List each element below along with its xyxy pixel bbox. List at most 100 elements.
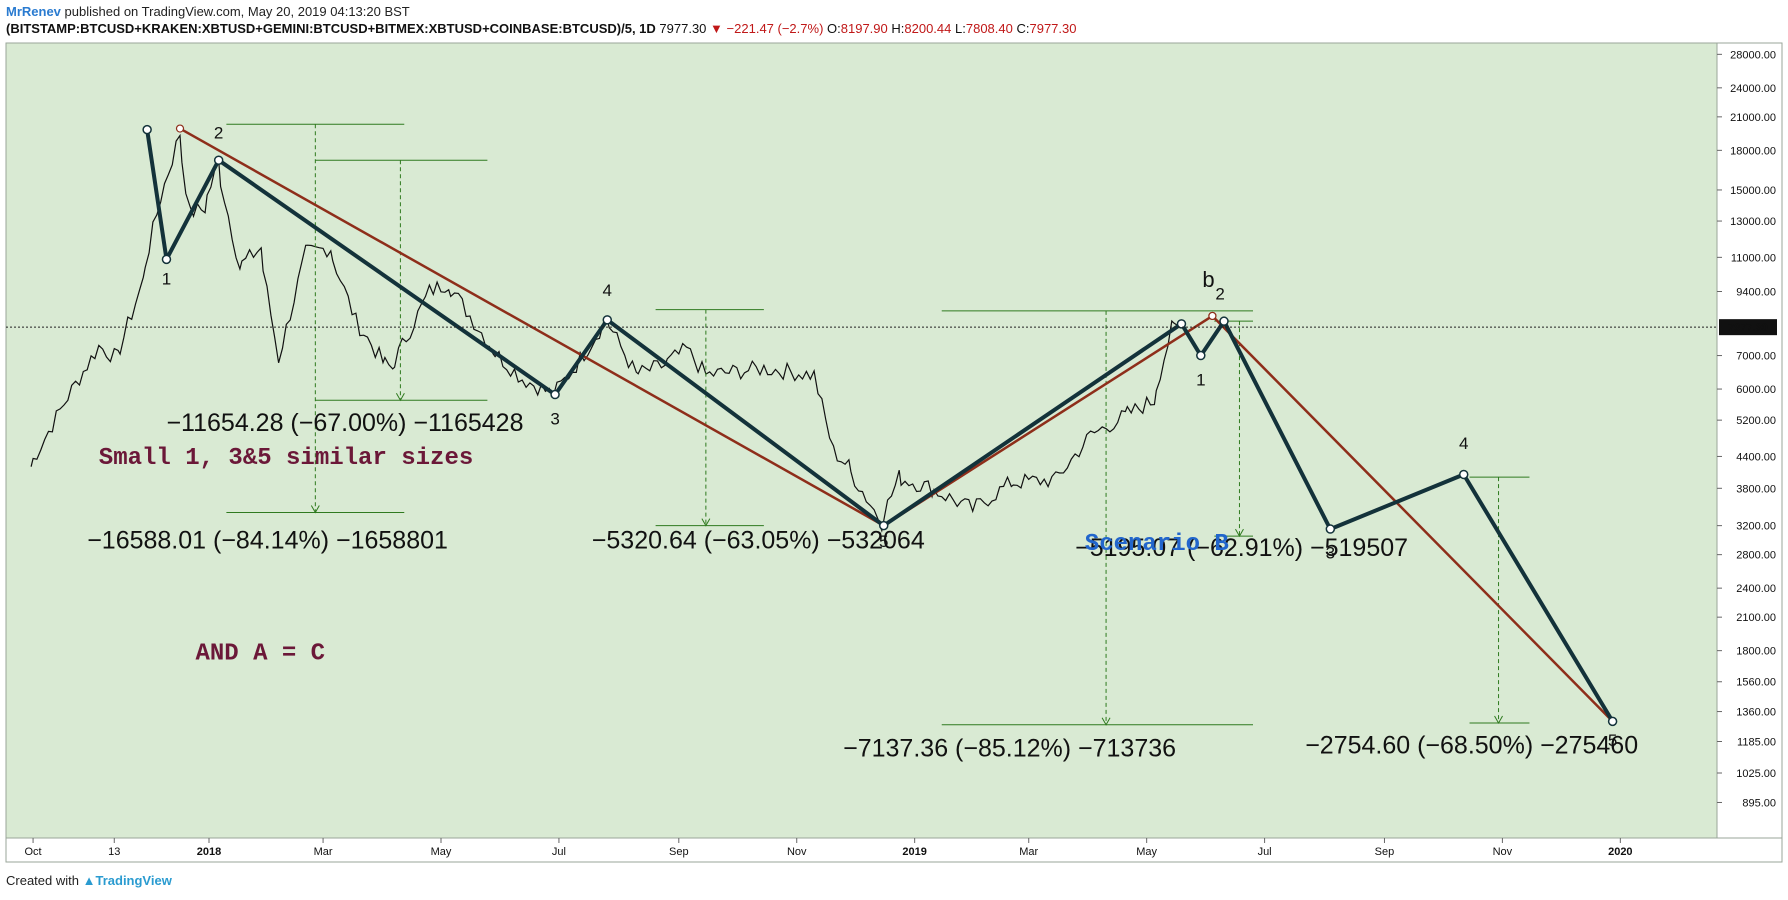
note-text: Small 1, 3&5 similar sizes [99, 445, 473, 472]
wave-number-label: 1 [1196, 370, 1205, 389]
price-axis: 895.00 1025.00 1185.00 1360.00 1560.00 1800.0… [1717, 49, 1776, 809]
wave-number-label: 2 [1215, 285, 1224, 304]
time-tick-label: Jul [1258, 846, 1272, 858]
time-tick-label: May [431, 846, 452, 858]
time-tick-label: Sep [669, 846, 689, 858]
price-tick-label: 3200.00 [1736, 521, 1776, 533]
measure-arrow-icon [1494, 715, 1503, 725]
footer: Created with ▲TradingView [6, 873, 172, 888]
wave-number-label: 4 [1459, 434, 1468, 453]
price-tick-label: 1800.00 [1736, 646, 1776, 658]
wave-number-label: 3 [550, 409, 559, 428]
wave-point [1607, 716, 1618, 727]
price-tick-label: 21000.00 [1730, 112, 1776, 124]
measure-tool: −16588.01 (−84.14%) −1658801 [87, 123, 448, 555]
price-tick-label: 1360.00 [1736, 707, 1776, 719]
measure-label: −16588.01 (−84.14%) −1658801 [87, 527, 448, 555]
time-tick-label: 13 [108, 846, 120, 858]
low-value: 7808.40 [965, 21, 1013, 36]
wave-line [142, 124, 1618, 727]
price-tick-label: 18000.00 [1730, 145, 1776, 157]
price-tick-label: 13000.00 [1730, 216, 1776, 228]
wave-number-label: 2 [214, 124, 223, 143]
price-tick-label: 5200.00 [1736, 415, 1776, 427]
wave-number-label: 5 [1608, 731, 1617, 750]
plot-area[interactable] [5, 42, 1718, 839]
time-axis-area[interactable] [5, 837, 1783, 863]
note-text: AND A = C [195, 640, 325, 667]
price-tick-label: 1025.00 [1736, 768, 1776, 780]
trend-anchor-point [175, 124, 185, 133]
measure-tool: −5195.07 (−62.91%) −519507 [1075, 320, 1408, 562]
time-tick-label: Sep [1375, 846, 1395, 858]
open-value: 8197.90 [840, 21, 888, 36]
high-value: 8200.44 [904, 21, 952, 36]
tradingview-logo-icon: ▲ [82, 873, 96, 888]
time-tick-label: 2018 [197, 846, 221, 858]
wave-point [602, 315, 613, 325]
wave-point [213, 155, 224, 165]
time-tick-label: Mar [1019, 846, 1038, 858]
chart-notes: Small 1, 3&5 similar sizes AND A = C Scena… [99, 445, 1229, 667]
author-link[interactable]: MrRenev [6, 4, 61, 19]
wave-number-label: 4 [603, 281, 612, 300]
wave-point [1176, 319, 1187, 329]
measure-tool: −11654.28 (−67.00%) −1165428 [166, 159, 523, 437]
time-tick-label: 2020 [1608, 846, 1632, 858]
wave-number-label: 1 [162, 270, 171, 289]
trend-anchor-point [1208, 311, 1217, 321]
measure-label: −7137.36 (−85.12%) −713736 [843, 735, 1176, 763]
measure-arrow-icon [1235, 528, 1244, 538]
close-label: C: [1016, 21, 1030, 36]
wave-point [550, 389, 560, 400]
price-tick-label: 28000.00 [1730, 49, 1776, 61]
wave-point [1458, 469, 1469, 480]
price-tick-label: 11000.00 [1731, 252, 1776, 264]
wave-number-label: b [1202, 267, 1214, 292]
price-tick-label: 24000.00 [1730, 83, 1776, 95]
price-tick-label: 3800.00 [1736, 483, 1776, 495]
symbol-line: (BITSTAMP:BTCUSD+KRAKEN:XBTUSD+GEMINI:BT… [6, 21, 1076, 36]
wave-point [1196, 350, 1206, 361]
measure-arrow-icon [1101, 717, 1111, 726]
price-tick-label: 6000.00 [1736, 384, 1776, 396]
wave-point [1219, 316, 1229, 326]
measurement-tools: −16588.01 (−84.14%) −1658801 −11654.28 (−… [87, 123, 1638, 763]
wave-point [878, 520, 889, 531]
price-tick-label: 15000.00 [1730, 185, 1776, 197]
wave-point [161, 254, 172, 265]
price-axis-area[interactable] [1716, 42, 1783, 839]
time-tick-label: Nov [1493, 846, 1513, 858]
created-with-text: Created with [6, 873, 79, 888]
current-price-label: 7977.30 [1728, 322, 1768, 334]
open-label: O: [827, 21, 841, 36]
time-tick-label: Jul [552, 846, 566, 858]
measure-arrow-icon [310, 505, 320, 514]
close-value: 7977.30 [1029, 21, 1077, 36]
elliott-wave-path [145, 129, 1615, 723]
price-tick-label: 1185.00 [1737, 736, 1776, 748]
trend-line [1211, 315, 1614, 723]
price-tick-label: 9400.00 [1736, 287, 1776, 299]
measure-tool: −2754.60 (−68.50%) −275460 [1305, 476, 1638, 760]
measure-tool: −7137.36 (−85.12%) −713736 [843, 310, 1253, 763]
measure-label: −5195.07 (−62.91%) −519507 [1075, 534, 1408, 562]
measure-label: −5320.64 (−63.05%) −532064 [592, 527, 925, 555]
note-text: Scenario B [1085, 531, 1229, 558]
tradingview-link[interactable]: TradingView [95, 873, 172, 888]
high-label: H: [891, 21, 905, 36]
last-price: 7977.30 [659, 21, 707, 36]
price-change: −221.47 (−2.7%) [726, 21, 824, 36]
wave-number-label: 5 [879, 532, 888, 551]
down-arrow-icon: ▼ [710, 21, 723, 36]
time-tick-label: Nov [787, 846, 807, 858]
time-tick-label: Mar [314, 846, 333, 858]
measure-label: −2754.60 (−68.50%) −275460 [1305, 732, 1638, 760]
measure-tool: −5320.64 (−63.05%) −532064 [592, 309, 925, 555]
price-tick-label: 895.00 [1742, 797, 1776, 809]
wave-point [1325, 524, 1336, 534]
measure-arrow-icon [395, 392, 405, 402]
price-tick-label: 4400.00 [1736, 451, 1776, 463]
price-tick-label: 2100.00 [1736, 612, 1776, 624]
